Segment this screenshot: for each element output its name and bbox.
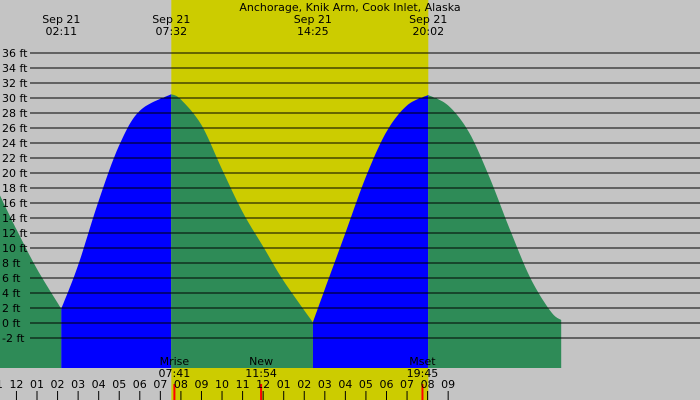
x-tick-label: 10 [215, 378, 229, 391]
y-tick-label: 12 ft [2, 227, 28, 240]
x-tick-label: 07 [400, 378, 414, 391]
y-tick-label: 14 ft [2, 212, 28, 225]
x-tick-label: 05 [112, 378, 126, 391]
x-tick-label: 01 [277, 378, 291, 391]
tide-time-label: 20:02 [412, 25, 444, 38]
chart-title: Anchorage, Knik Arm, Cook Inlet, Alaska [239, 1, 460, 14]
x-tick-label: 07 [153, 378, 167, 391]
x-tick-label: 02 [297, 378, 311, 391]
x-tick-label: 11 [0, 378, 3, 391]
y-tick-label: 30 ft [2, 92, 28, 105]
x-axis-labels: 11 12 01 02 03 04 05 06 07 08 09 10 11 12 01 02 03 04 05 06… [0, 378, 455, 400]
tide-date-label: Sep 21 [152, 13, 190, 26]
x-tick-label: 04 [338, 378, 352, 391]
y-tick-label: 20 ft [2, 167, 28, 180]
moon-event-time: 07:41 [159, 367, 191, 380]
moon-event-time: 11:54 [245, 367, 277, 380]
x-tick-label: 03 [71, 378, 85, 391]
x-tick-label: 09 [441, 378, 455, 391]
rising-tide-area-1 [61, 94, 172, 369]
y-tick-label: 28 ft [2, 107, 28, 120]
y-tick-label: 0 ft [2, 317, 21, 330]
moon-event-label: Mrise [160, 355, 190, 368]
tide-time-label: 07:32 [155, 25, 187, 38]
falling-tide-area-0 [0, 195, 62, 368]
y-tick-label: 26 ft [2, 122, 28, 135]
tide-date-label: Sep 21 [294, 13, 332, 26]
tide-date-label: Sep 21 [42, 13, 80, 26]
x-tick-label: 06 [133, 378, 147, 391]
moon-event-label: New [249, 355, 273, 368]
x-tick-label: 08 [421, 378, 435, 391]
y-tick-label: 34 ft [2, 62, 28, 75]
rising-tide-area-3 [312, 95, 429, 368]
y-tick-label: 16 ft [2, 197, 28, 210]
x-tick-label: 08 [174, 378, 188, 391]
y-tick-label: 36 ft [2, 47, 28, 60]
y-tick-label: 32 ft [2, 77, 28, 90]
x-tick-label: 03 [318, 378, 332, 391]
x-tick-label: 01 [30, 378, 44, 391]
y-tick-label: 10 ft [2, 242, 28, 255]
y-tick-label: 18 ft [2, 182, 28, 195]
falling-tide-area-4 [428, 95, 562, 368]
tide-time-label: 14:25 [297, 25, 329, 38]
x-tick-label: 06 [379, 378, 393, 391]
moon-event-time: 19:45 [407, 367, 439, 380]
x-tick-label: 11 [236, 378, 250, 391]
y-axis-labels: 36 ft 34 ft 32 ft 30 ft 28 ft 26 ft 24 ft 22 ft… [2, 47, 28, 345]
y-tick-label: -2 ft [2, 332, 25, 345]
y-tick-label: 4 ft [2, 287, 21, 300]
x-tick-label: 05 [359, 378, 373, 391]
x-tick-label: 09 [194, 378, 208, 391]
y-tick-label: 2 ft [2, 302, 21, 315]
grid-lines [30, 52, 700, 339]
tide-areas [0, 94, 562, 369]
x-tick-label: 12 [9, 378, 23, 391]
tide-time-label: 02:11 [45, 25, 77, 38]
x-tick-label: 12 [256, 378, 270, 391]
x-tick-label: 04 [92, 378, 106, 391]
tide-date-label: Sep 21 [409, 13, 447, 26]
y-tick-label: 8 ft [2, 257, 21, 270]
y-tick-label: 24 ft [2, 137, 28, 150]
falling-tide-area-2 [171, 94, 313, 369]
y-tick-label: 6 ft [2, 272, 21, 285]
x-tick-label: 02 [51, 378, 65, 391]
y-tick-label: 22 ft [2, 152, 28, 165]
moon-event-label: Mset [409, 355, 436, 368]
